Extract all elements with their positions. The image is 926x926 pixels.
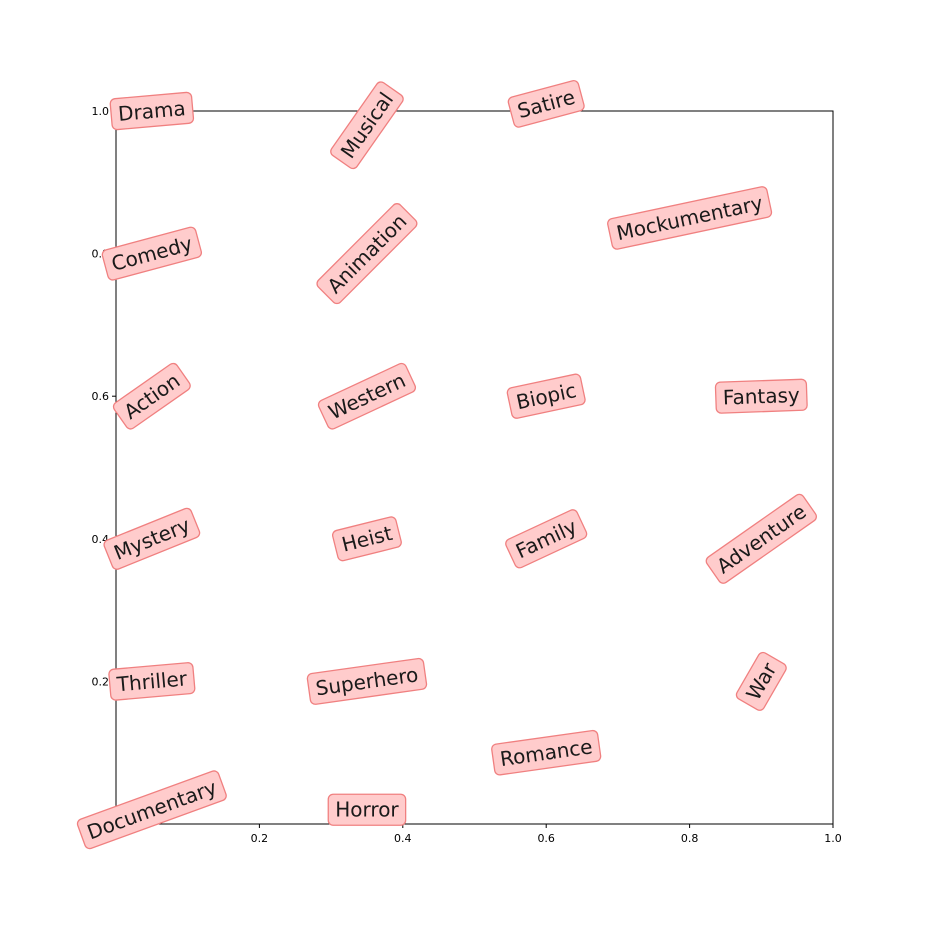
label-box bbox=[607, 186, 773, 250]
label-text: Drama bbox=[117, 96, 186, 126]
label-box bbox=[327, 793, 407, 826]
label-text: Documentary bbox=[84, 775, 220, 844]
genre-label-romance: Romance bbox=[491, 729, 602, 776]
label-text: Fantasy bbox=[722, 383, 800, 410]
label-box bbox=[306, 657, 428, 705]
label-box bbox=[108, 662, 196, 701]
x-tick-label: 0.2 bbox=[251, 832, 269, 845]
label-box bbox=[507, 79, 585, 128]
label-box bbox=[506, 373, 586, 419]
label-box bbox=[76, 770, 227, 850]
y-tick-label: 1.0 bbox=[92, 105, 110, 118]
genre-label-comedy: Comedy bbox=[101, 226, 203, 281]
genre-label-mystery: Mystery bbox=[103, 507, 201, 570]
label-box bbox=[112, 362, 191, 430]
label-text: Animation bbox=[322, 209, 411, 298]
genre-label-animation: Animation bbox=[316, 203, 418, 305]
genre-label-heist: Heist bbox=[331, 516, 402, 562]
label-box bbox=[109, 91, 195, 131]
y-tick-label: 0.6 bbox=[92, 390, 110, 403]
genre-label-musical: Musical bbox=[330, 81, 404, 170]
label-box bbox=[316, 203, 418, 305]
genre-label-drama: Drama bbox=[109, 91, 195, 131]
genre-label-family: Family bbox=[505, 509, 588, 569]
genre-label-documentary: Documentary bbox=[76, 770, 227, 850]
label-box bbox=[330, 81, 404, 170]
genre-label-western: Western bbox=[317, 362, 417, 430]
genre-label-mockumentary: Mockumentary bbox=[607, 186, 773, 250]
label-text: Mystery bbox=[110, 513, 193, 565]
genre-label-satire: Satire bbox=[507, 79, 585, 128]
genre-label-superhero: Superhero bbox=[306, 657, 428, 705]
label-text: Mockumentary bbox=[614, 191, 765, 245]
genre-label-fantasy: Fantasy bbox=[714, 378, 808, 414]
genre-label-adventure: Adventure bbox=[705, 493, 817, 584]
plot-frame bbox=[115, 110, 834, 825]
label-box bbox=[491, 729, 602, 776]
genre-label-thriller: Thriller bbox=[108, 662, 196, 701]
label-text: Adventure bbox=[712, 499, 811, 578]
label-text: Horror bbox=[335, 798, 399, 822]
y-tick-label: 0.2 bbox=[92, 675, 110, 688]
x-tick-label: 0.6 bbox=[537, 832, 555, 845]
genre-label-biopic: Biopic bbox=[506, 373, 586, 419]
label-box bbox=[317, 362, 417, 430]
x-tick-label: 0.8 bbox=[681, 832, 699, 845]
label-box bbox=[505, 509, 588, 569]
genre-label-horror: Horror bbox=[327, 793, 407, 826]
x-tick-label: 0.4 bbox=[394, 832, 412, 845]
genre-label-action: Action bbox=[112, 362, 191, 430]
label-box bbox=[735, 651, 787, 711]
genre-labels: Drama Musical Satire Comedy Animation Mockume… bbox=[76, 79, 817, 850]
label-box bbox=[705, 493, 817, 584]
x-tick-label: 1.0 bbox=[824, 832, 842, 845]
genre-label-war: War bbox=[735, 651, 787, 711]
label-box bbox=[331, 516, 402, 562]
label-box bbox=[714, 378, 808, 414]
label-box bbox=[101, 226, 203, 281]
label-box bbox=[103, 507, 201, 570]
